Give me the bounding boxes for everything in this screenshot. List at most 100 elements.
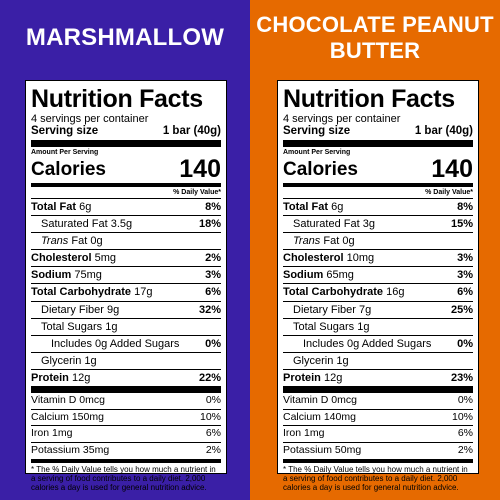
nutrient-row-dietary-fiber: Dietary Fiber 7g 25% (283, 300, 473, 318)
vitamin-row-potassium: Potassium 35mg 2% (31, 441, 221, 459)
nutrient-row-cholesterol: Cholesterol 5mg 2% (31, 249, 221, 266)
vitamin-dv: 10% (199, 410, 221, 423)
nutrient-row-added-sugars: Includes 0g Added Sugars 0% (283, 334, 473, 352)
nutrient-dv: 3% (205, 269, 221, 282)
amount-per-serving: Amount Per Serving (31, 149, 99, 156)
serving-size-row: Serving size 1 bar (40g) (31, 125, 221, 138)
nutrient-dv: 0% (457, 337, 473, 350)
nutrient-name: Protein (31, 371, 69, 384)
vitamin-row-calcium: Calcium 140mg 10% (283, 408, 473, 426)
nutrition-facts-title: Nutrition Facts (283, 85, 455, 113)
serving-size-value: 1 bar (40g) (162, 125, 221, 137)
nutrition-facts-title: Nutrition Facts (31, 85, 203, 113)
vitamin-text: Iron 1mg (31, 427, 73, 440)
nutrient-dv: 8% (457, 201, 473, 213)
vitamin-dv: 6% (205, 427, 221, 440)
flavor-title: MARSHMALLOW (25, 24, 225, 51)
nutrient-text: Total Sugars 1g (293, 320, 370, 333)
nutrient-text: Includes 0g Added Sugars (51, 337, 180, 350)
serving-size-row: Serving size 1 bar (40g) (283, 125, 473, 138)
nutrient-dv: 25% (450, 303, 473, 316)
nutrient-name: Trans (41, 235, 69, 248)
vitamin-row-iron: Iron 1mg 6% (283, 425, 473, 442)
nutrient-amount: 3g (362, 218, 375, 231)
chocolate-peanut-butter-panel: CHOCOLATE PEANUT BUTTER Nutrition Facts … (250, 0, 500, 500)
nutrient-amount: 65mg (326, 269, 354, 282)
divider-thick (31, 140, 221, 147)
nutrient-amount: 5mg (94, 252, 116, 265)
nutrient-row-added-sugars: Includes 0g Added Sugars 0% (31, 334, 221, 352)
servings-per-container: 4 servings per container (31, 113, 149, 125)
vitamin-row-iron: Iron 1mg 6% (31, 425, 221, 442)
nutrient-row-sodium: Sodium 75mg 3% (31, 266, 221, 283)
nutrient-row-dietary-fiber: Dietary Fiber 9g 32% (31, 300, 221, 318)
vitamin-text: Iron 1mg (283, 427, 325, 440)
nutrient-dv: 8% (205, 201, 221, 213)
nutrient-amount: 6g (331, 201, 344, 213)
vitamin-text: Calcium 140mg (283, 410, 356, 423)
nutrient-dv: 2% (205, 252, 221, 265)
nutrient-amount: 9g (107, 303, 120, 316)
nutrient-amount: 17g (134, 286, 153, 299)
nutrient-name: Total Fat (283, 201, 329, 213)
nutrient-row-glycerin: Glycerin 1g (31, 351, 221, 369)
nutrient-dv: 32% (198, 303, 221, 316)
servings-per-container: 4 servings per container (283, 113, 401, 125)
nutrient-dv: 6% (457, 286, 473, 299)
nutrient-name: Protein (283, 371, 321, 384)
vitamin-text: Vitamin D 0mcg (31, 394, 105, 407)
vitamin-text: Potassium 35mg (31, 443, 110, 456)
nutrient-dv: 6% (205, 286, 221, 299)
nutrient-dv: 18% (198, 218, 221, 231)
serving-size-label: Serving size (31, 125, 99, 137)
nutrient-row-saturated-fat: Saturated Fat 3.5g 18% (31, 215, 221, 232)
nutrient-amount: Fat 0g (71, 235, 103, 248)
calories-row: Calories 140 (283, 155, 473, 183)
nutrient-name: Trans (293, 235, 321, 248)
nutrient-dv: 15% (450, 218, 473, 231)
nutrient-row-protein: Protein 12g 23% (283, 368, 473, 386)
nutrient-text: Includes 0g Added Sugars (303, 337, 432, 350)
vitamin-row-calcium: Calcium 150mg 10% (31, 408, 221, 426)
divider-thick (31, 386, 221, 394)
amount-per-serving: Amount Per Serving (283, 149, 351, 156)
nutrient-dv: 0% (205, 337, 221, 350)
nutrient-text: Total Sugars 1g (41, 320, 118, 333)
nutrient-dv: 3% (457, 252, 473, 265)
vitamin-text: Potassium 50mg (283, 443, 362, 456)
nutrient-name: Cholesterol (283, 252, 344, 265)
nutrient-amount: 12g (323, 371, 343, 384)
calories-value: 140 (431, 155, 473, 183)
footnote: * The % Daily Value tells you how much a… (283, 459, 473, 492)
vitamin-text: Vitamin D 0mcg (283, 394, 357, 407)
nutrient-row-total-fat: Total Fat 6g 8% (31, 198, 221, 215)
vitamin-row-vitamin-d: Vitamin D 0mcg 0% (283, 393, 473, 409)
nutrient-row-trans-fat: Trans Fat 0g (283, 232, 473, 249)
nutrient-dv: 23% (450, 371, 473, 384)
nutrient-name: Saturated Fat (41, 218, 108, 231)
nutrition-facts-label: Nutrition Facts 4 servings per container… (25, 80, 227, 492)
nutrient-row-trans-fat: Trans Fat 0g (31, 232, 221, 249)
flavor-title: CHOCOLATE PEANUT BUTTER (256, 12, 494, 63)
nutrient-row-cholesterol: Cholesterol 10mg 3% (283, 249, 473, 266)
nutrient-row-saturated-fat: Saturated Fat 3g 15% (283, 215, 473, 232)
daily-value-header: % Daily Value* (425, 189, 473, 196)
divider-thick (283, 140, 473, 147)
vitamin-dv: 2% (205, 443, 221, 456)
nutrient-amount: 7g (359, 303, 372, 316)
nutrient-amount: Fat 0g (323, 235, 355, 248)
vitamin-row-potassium: Potassium 50mg 2% (283, 441, 473, 459)
nutrient-row-sodium: Sodium 65mg 3% (283, 266, 473, 283)
nutrient-amount: 3.5g (110, 218, 133, 231)
vitamin-dv: 2% (457, 443, 473, 456)
nutrient-row-glycerin: Glycerin 1g (283, 351, 473, 369)
nutrient-name: Total Fat (31, 201, 77, 213)
nutrient-row-protein: Protein 12g 22% (31, 368, 221, 386)
vitamin-row-vitamin-d: Vitamin D 0mcg 0% (31, 393, 221, 409)
divider-medium (31, 183, 221, 187)
nutrition-facts-label: Nutrition Facts 4 servings per container… (277, 80, 479, 492)
footnote: * The % Daily Value tells you how much a… (31, 459, 221, 492)
nutrient-row-total-carbohydrate: Total Carbohydrate 17g 6% (31, 283, 221, 300)
nutrient-row-total-sugars: Total Sugars 1g (31, 317, 221, 335)
nutrient-row-total-fat: Total Fat 6g 8% (283, 198, 473, 215)
